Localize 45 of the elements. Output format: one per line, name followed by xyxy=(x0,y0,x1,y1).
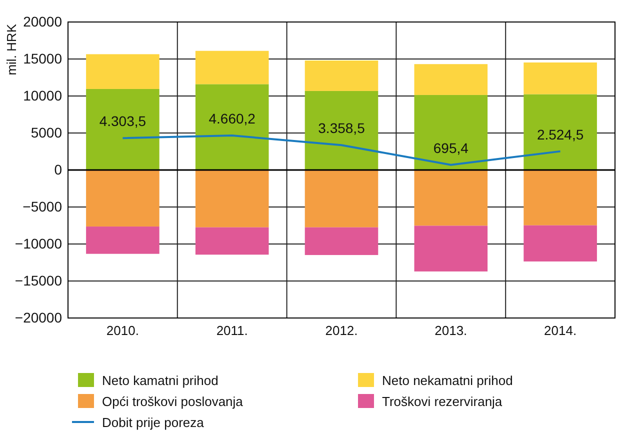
bar xyxy=(304,227,378,256)
data-label: 695,4 xyxy=(433,140,469,156)
y-tick-label: −20000 xyxy=(14,309,62,326)
data-label: 3.358,5 xyxy=(318,120,366,136)
bar xyxy=(195,84,269,170)
bar xyxy=(86,54,160,89)
legend-label: Troškovi rezerviranja xyxy=(382,394,503,409)
y-tick-label: 20000 xyxy=(23,13,62,30)
legend-label: Neto kamatni prihod xyxy=(102,373,218,388)
y-tick-label: −10000 xyxy=(14,235,62,252)
data-label: 4.660,2 xyxy=(208,110,256,127)
legend-label: Opći troškovi poslovanja xyxy=(102,394,244,409)
bar xyxy=(86,170,160,227)
y-tick-label: 5000 xyxy=(30,124,62,140)
bar xyxy=(524,62,597,94)
bar xyxy=(524,225,597,262)
bar xyxy=(86,88,160,170)
x-tick-label: 2012. xyxy=(325,323,358,338)
bar xyxy=(195,170,269,228)
x-tick-label: 2013. xyxy=(434,323,468,338)
y-tick-label: 15000 xyxy=(23,50,62,66)
bar xyxy=(414,226,488,272)
y-axis-title: mil. HRK xyxy=(4,24,19,76)
bar xyxy=(414,170,488,226)
y-tick-label: 10000 xyxy=(23,87,62,104)
bar xyxy=(414,64,488,95)
y-tick-label: 0 xyxy=(54,161,62,178)
bar xyxy=(524,170,597,226)
bar xyxy=(195,227,269,255)
bar xyxy=(195,50,269,84)
bar xyxy=(86,226,160,254)
bar xyxy=(524,94,597,170)
data-label: 2.524,5 xyxy=(536,126,584,142)
x-tick-label: 2011. xyxy=(216,323,248,338)
x-tick-label: 2014. xyxy=(544,323,577,338)
bar xyxy=(304,170,378,228)
data-label: 4.303,5 xyxy=(99,113,146,130)
bar xyxy=(414,94,488,170)
y-tick-label: −15000 xyxy=(14,272,62,288)
legend-label: Neto nekamatni prihod xyxy=(382,373,513,388)
x-tick-label: 2010. xyxy=(106,323,139,338)
bar xyxy=(304,90,378,170)
legend-label: Dobit prije poreza xyxy=(102,415,205,430)
bar xyxy=(304,60,378,91)
y-tick-label: −5000 xyxy=(22,198,62,214)
